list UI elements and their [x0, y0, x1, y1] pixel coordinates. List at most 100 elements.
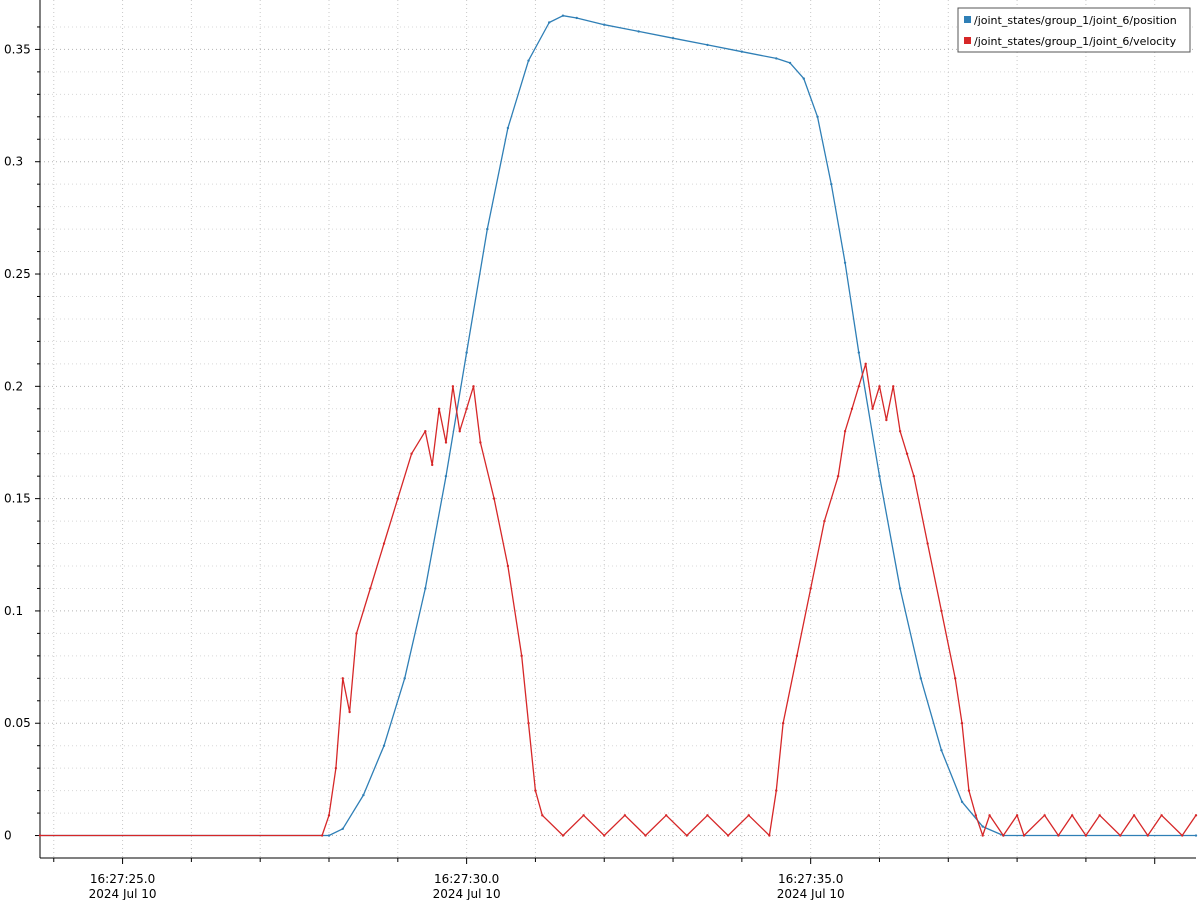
- position-data-point: [816, 115, 819, 118]
- position-data-point: [527, 59, 530, 62]
- velocity-data-point: [458, 430, 461, 433]
- velocity-data-point: [912, 474, 916, 478]
- grid-lines: [40, 0, 1196, 858]
- position-data-point: [341, 827, 344, 831]
- velocity-data-point: [1015, 814, 1019, 817]
- position-data-point: [403, 677, 406, 680]
- velocity-data-point: [1132, 814, 1136, 817]
- velocity-data-point: [664, 814, 668, 817]
- velocity-data-point: [431, 463, 434, 467]
- velocity-data-point: [1084, 834, 1088, 837]
- velocity-data-point: [396, 497, 400, 500]
- velocity-data-point: [465, 407, 468, 410]
- velocity-data-point: [850, 407, 854, 410]
- position-data-point: [444, 474, 448, 478]
- position-data-point: [843, 261, 847, 264]
- velocity-data-point: [864, 362, 867, 366]
- x-tick-date-label: 2024 Jul 10: [89, 887, 157, 900]
- position-data-point: [802, 77, 805, 80]
- velocity-data-point: [424, 430, 427, 433]
- position-data-point: [898, 587, 902, 590]
- velocity-data-point: [768, 834, 771, 837]
- velocity-data-point: [781, 722, 785, 725]
- position-data-point: [575, 16, 578, 20]
- velocity-data-point: [843, 430, 847, 433]
- position-data-point: [465, 351, 468, 354]
- position-data-point: [486, 227, 489, 231]
- velocity-data-point: [541, 814, 544, 817]
- velocity-data-point: [355, 632, 358, 635]
- velocity-data-point: [369, 587, 372, 590]
- velocity-data-point: [320, 834, 324, 837]
- velocity-data-point: [382, 542, 386, 545]
- position-data-point: [919, 677, 922, 680]
- velocity-data-point: [334, 766, 338, 770]
- velocity-data-point: [1194, 814, 1198, 817]
- position-data-point: [1194, 834, 1198, 837]
- velocity-data-point: [479, 441, 482, 444]
- velocity-data-point: [623, 814, 627, 817]
- velocity-data-point: [644, 834, 647, 837]
- velocity-data-point: [520, 654, 523, 658]
- legend-swatch-velocity: [964, 37, 971, 44]
- velocity-data-point: [892, 385, 895, 388]
- velocity-data-point: [706, 814, 709, 817]
- velocity-data-point: [1160, 814, 1163, 817]
- velocity-data-point: [1022, 834, 1026, 837]
- legend-box: [957, 7, 1191, 53]
- velocity-data-point: [836, 474, 840, 478]
- velocity-data-point: [747, 814, 750, 817]
- velocity-data-point: [1119, 834, 1122, 837]
- velocity-data-point: [1098, 814, 1101, 817]
- position-data-point: [740, 50, 744, 53]
- position-data-point: [327, 834, 331, 837]
- position-data-point: [775, 57, 778, 60]
- position-data-point: [671, 36, 675, 40]
- velocity-data-point: [534, 789, 537, 792]
- y-tick-label: 0.35: [4, 42, 31, 56]
- x-tick-date-label: 2024 Jul 10: [433, 887, 501, 900]
- y-tick-label: 0.15: [4, 492, 31, 506]
- legend-label-velocity[interactable]: /joint_states/group_1/joint_6/velocity: [974, 35, 1177, 48]
- position-data-point: [706, 43, 709, 47]
- y-tick-label: 0.25: [4, 267, 31, 281]
- position-data-point: [561, 14, 565, 17]
- velocity-data-point: [967, 789, 971, 792]
- velocity-data-point: [1057, 834, 1060, 837]
- velocity-data-point: [561, 834, 565, 837]
- plot-axes: [39, 0, 1196, 859]
- velocity-data-point: [878, 385, 881, 388]
- legend-swatch-position: [964, 16, 971, 23]
- velocity-data-point: [905, 452, 909, 455]
- velocity-data-point: [451, 385, 455, 388]
- legend-label-position[interactable]: /joint_states/group_1/joint_6/position: [974, 14, 1177, 27]
- velocity-data-point: [472, 385, 475, 388]
- velocity-data-point: [341, 677, 344, 680]
- velocity-data-point: [527, 722, 530, 725]
- velocity-data-point: [492, 497, 496, 500]
- position-data-point: [857, 351, 861, 354]
- velocity-data-point: [795, 654, 799, 658]
- velocity-data-point: [960, 722, 964, 725]
- position-data-point: [603, 23, 606, 26]
- velocity-data-point: [437, 407, 441, 410]
- velocity-data-point: [1002, 834, 1005, 837]
- y-tick-label: 0: [4, 829, 12, 843]
- legend[interactable]: /joint_states/group_1/joint_6/position /…: [957, 7, 1191, 53]
- position-data-point: [878, 474, 881, 478]
- velocity-data-point: [38, 834, 42, 837]
- position-data-point: [506, 126, 510, 130]
- velocity-data-point: [953, 677, 957, 680]
- velocity-data-point: [726, 834, 730, 837]
- position-data-point: [424, 587, 427, 590]
- position-data-point: [637, 30, 640, 33]
- velocity-data-point: [898, 430, 902, 433]
- position-data-point: [830, 182, 833, 186]
- y-tick-label: 0.2: [4, 379, 23, 393]
- velocity-data-point: [685, 834, 689, 837]
- velocity-data-point: [1146, 834, 1150, 837]
- x-tick-time-label: 16:27:35.0: [778, 872, 843, 886]
